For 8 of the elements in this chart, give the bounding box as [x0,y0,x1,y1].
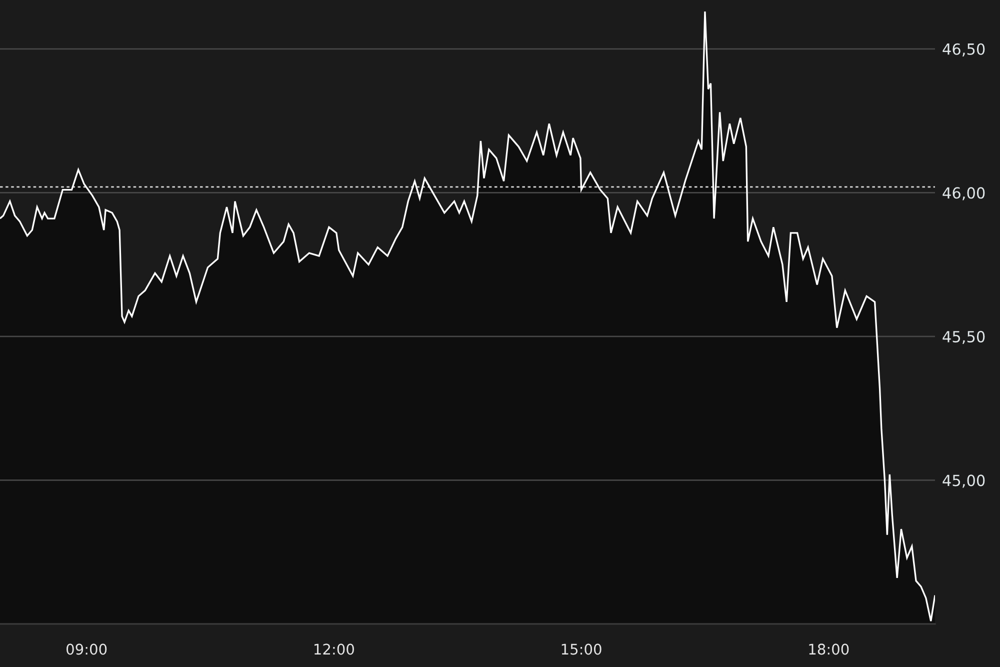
x-tick-label: 09:00 [66,644,107,655]
y-tick-label: 46,00 [942,187,985,200]
x-tick-label: 15:00 [562,644,602,655]
x-tick-label: 12:00 [314,644,354,655]
y-tick-label: 45,50 [942,330,985,344]
y-tick-label: 46,50 [942,43,985,56]
y-tick-label: 45,00 [942,474,985,488]
x-tick-label: 18:00 [809,644,849,655]
